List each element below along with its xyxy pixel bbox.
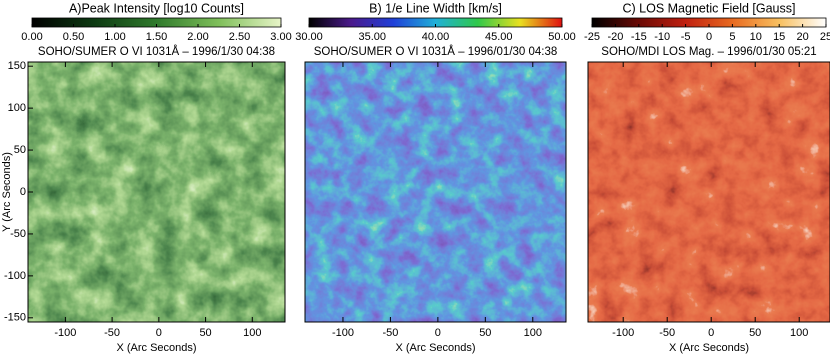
- colorbar-tick-label: 1.00: [104, 31, 125, 43]
- x-tick-label: 50: [479, 327, 491, 339]
- y-tick-label: 150: [8, 60, 26, 72]
- axes-frame: [304, 61, 567, 323]
- colorbar-tick-label: 20: [796, 31, 808, 43]
- x-tick-label: -100: [332, 327, 354, 339]
- colorbar-tick-label: 2.50: [229, 31, 250, 43]
- colorbar-tick-label: -25: [584, 31, 600, 43]
- x-axis-label: X (Arc Seconds): [395, 342, 475, 354]
- panel-title: B) 1/e Line Width [km/s]: [369, 1, 502, 15]
- x-tick-label: 50: [199, 327, 211, 339]
- colorbar-tick-label: -5: [681, 31, 691, 43]
- colorbar-tick-label: -10: [654, 31, 670, 43]
- x-axis-label: X (Arc Seconds): [669, 342, 749, 354]
- colorbar-tick-label: 3.00: [270, 31, 291, 43]
- x-tick-label: 0: [708, 327, 714, 339]
- y-axis-label: Y (Arc Seconds): [1, 152, 13, 232]
- colorbar-tick-label: 1.50: [146, 31, 167, 43]
- colorbar-tick-label: 0: [706, 31, 712, 43]
- colorbar-tick-label: 40.00: [422, 31, 450, 43]
- x-tick-label: 0: [435, 327, 441, 339]
- x-tick-label: 100: [524, 327, 542, 339]
- x-tick-label: -100: [54, 327, 76, 339]
- x-tick-label: 0: [156, 327, 162, 339]
- colorbar-tick-label: 45.00: [485, 31, 513, 43]
- axes-frame: [587, 61, 830, 323]
- colorbar-tick-label: 50.00: [548, 31, 576, 43]
- x-tick-label: 100: [243, 327, 261, 339]
- x-tick-label: -100: [612, 327, 634, 339]
- panel-title: A)Peak Intensity [log10 Counts]: [69, 1, 244, 15]
- colorbar-tick-label: 25: [820, 31, 830, 43]
- colorbar-tick-label: -20: [607, 31, 623, 43]
- colorbar-tick-label: 0.00: [21, 31, 42, 43]
- y-tick-label: -150: [4, 312, 26, 324]
- colorbar-tick-label: 0.50: [63, 31, 84, 43]
- panel-title: C) LOS Magnetic Field [Gauss]: [623, 1, 796, 15]
- x-tick-label: -50: [659, 327, 675, 339]
- panel: C) LOS Magnetic Field [Gauss] -25 -20 -15 -1…: [584, 1, 830, 354]
- colorbar-tick-label: 15: [773, 31, 785, 43]
- map-image: [28, 62, 285, 322]
- map-image: [305, 62, 566, 322]
- y-tick-label: 100: [8, 102, 26, 114]
- x-tick-label: 50: [749, 327, 761, 339]
- y-tick-label: 0: [20, 186, 26, 198]
- x-axis-label: X (Arc Seconds): [116, 342, 196, 354]
- x-tick-label: -50: [382, 327, 398, 339]
- x-tick-label: -50: [104, 327, 120, 339]
- panel: B) 1/e Line Width [km/s] 30.00 35.00 40.00 4…: [295, 1, 576, 354]
- panel-subtitle: SOHO/MDI LOS Mag. – 1996/01/30 05:21: [601, 46, 816, 58]
- map-image: [588, 62, 830, 322]
- y-tick-label: 50: [14, 144, 26, 156]
- colorbar-tick-label: 30.00: [295, 31, 323, 43]
- y-tick-label: -50: [10, 228, 26, 240]
- panel-subtitle: SOHO/SUMER O VI 1031Å – 1996/01/30 04:38: [314, 45, 558, 58]
- panel-subtitle: SOHO/SUMER O VI 1031Å – 1996/1/30 04:38: [38, 45, 275, 58]
- colorbar-tick-label: 35.00: [358, 31, 386, 43]
- colorbar-tick-label: 10: [750, 31, 762, 43]
- x-tick-label: 100: [790, 327, 808, 339]
- y-tick-label: -100: [4, 270, 26, 282]
- panel: A)Peak Intensity [log10 Counts] 0.00 0.50 1…: [1, 1, 292, 354]
- colorbar-tick-label: 2.00: [187, 31, 208, 43]
- colorbar-tick-label: -15: [631, 31, 647, 43]
- colorbar-tick-label: 5: [729, 31, 735, 43]
